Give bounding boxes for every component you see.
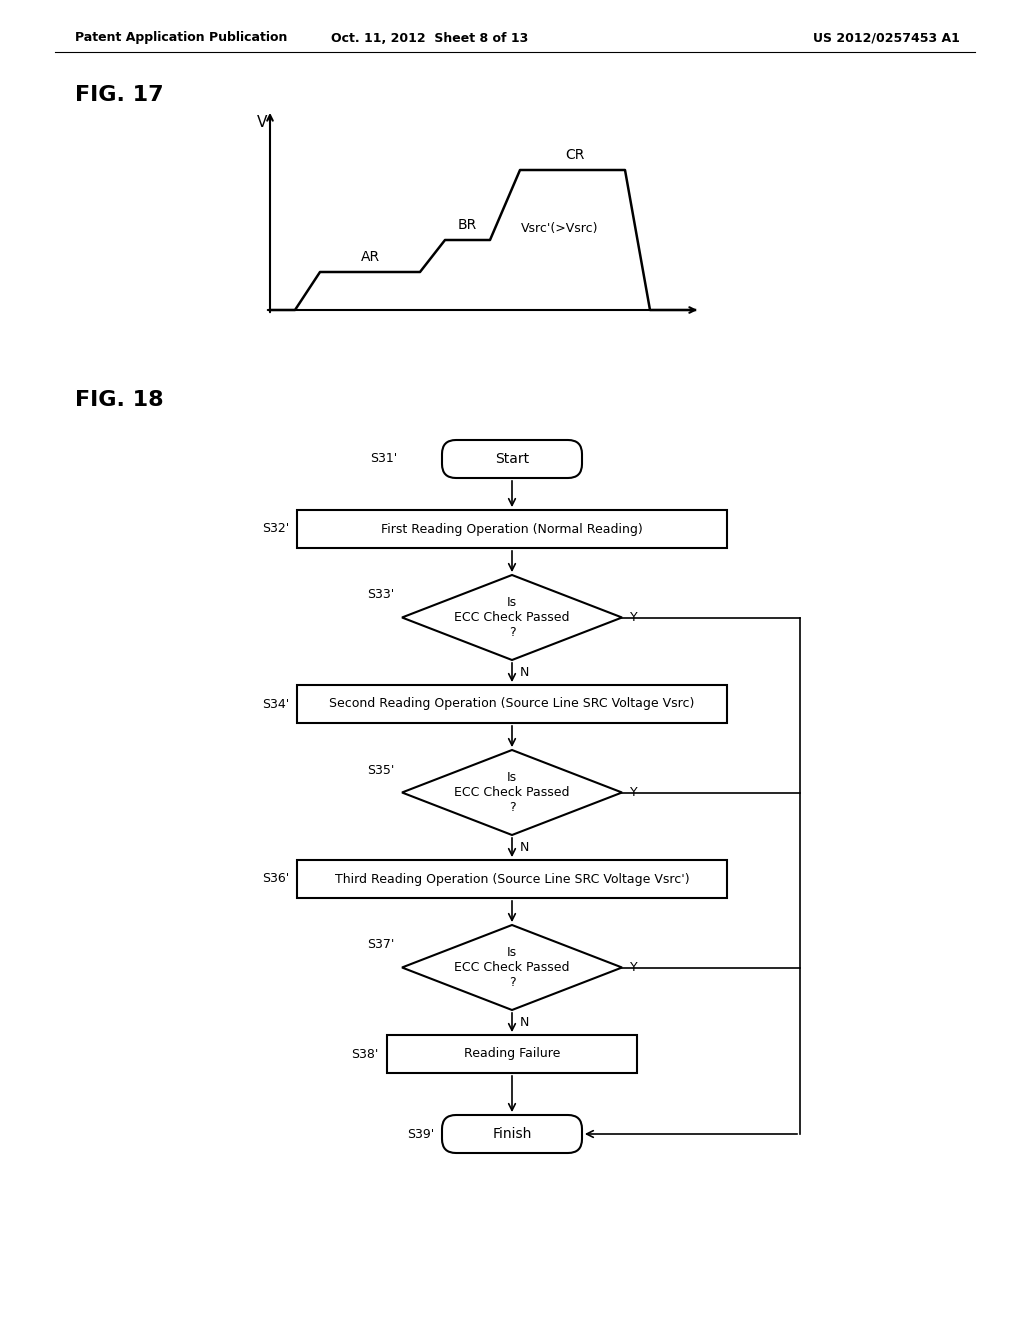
Text: S32': S32': [262, 523, 289, 536]
Text: N: N: [520, 1016, 529, 1030]
Bar: [297, 685, 727, 723]
Text: FIG. 17: FIG. 17: [75, 84, 164, 106]
FancyBboxPatch shape: [442, 1115, 582, 1152]
Text: S37': S37': [367, 939, 394, 952]
Bar: [297, 510, 727, 548]
Text: Vsrc'(>Vsrc): Vsrc'(>Vsrc): [521, 222, 599, 235]
Text: Patent Application Publication: Patent Application Publication: [75, 32, 288, 45]
Text: N: N: [520, 667, 529, 678]
Polygon shape: [402, 576, 622, 660]
Text: N: N: [520, 841, 529, 854]
Bar: [297, 861, 727, 898]
Text: S38': S38': [351, 1048, 379, 1060]
Text: Is
ECC Check Passed
?: Is ECC Check Passed ?: [455, 597, 569, 639]
Text: Start: Start: [495, 451, 529, 466]
Text: S31': S31': [370, 453, 397, 466]
Text: Y: Y: [630, 611, 638, 624]
Text: Second Reading Operation (Source Line SRC Voltage Vsrc): Second Reading Operation (Source Line SR…: [330, 697, 694, 710]
Text: US 2012/0257453 A1: US 2012/0257453 A1: [813, 32, 961, 45]
Text: S33': S33': [367, 589, 394, 602]
Text: Y: Y: [630, 785, 638, 799]
FancyBboxPatch shape: [442, 440, 582, 478]
Text: V: V: [257, 115, 267, 129]
Text: Is
ECC Check Passed
?: Is ECC Check Passed ?: [455, 771, 569, 814]
Text: First Reading Operation (Normal Reading): First Reading Operation (Normal Reading): [381, 523, 643, 536]
Polygon shape: [402, 925, 622, 1010]
Text: Finish: Finish: [493, 1127, 531, 1140]
Bar: [387, 1035, 637, 1073]
Text: Reading Failure: Reading Failure: [464, 1048, 560, 1060]
Text: FIG. 18: FIG. 18: [75, 389, 164, 411]
Text: S34': S34': [262, 697, 289, 710]
Text: BR: BR: [458, 218, 476, 232]
Polygon shape: [402, 750, 622, 836]
Text: Third Reading Operation (Source Line SRC Voltage Vsrc'): Third Reading Operation (Source Line SRC…: [335, 873, 689, 886]
Text: Is
ECC Check Passed
?: Is ECC Check Passed ?: [455, 946, 569, 989]
Text: Oct. 11, 2012  Sheet 8 of 13: Oct. 11, 2012 Sheet 8 of 13: [332, 32, 528, 45]
Text: S35': S35': [367, 763, 394, 776]
Text: S39': S39': [407, 1127, 434, 1140]
Text: CR: CR: [565, 148, 585, 162]
Text: S36': S36': [262, 873, 289, 886]
Text: AR: AR: [360, 249, 380, 264]
Text: Y: Y: [630, 961, 638, 974]
